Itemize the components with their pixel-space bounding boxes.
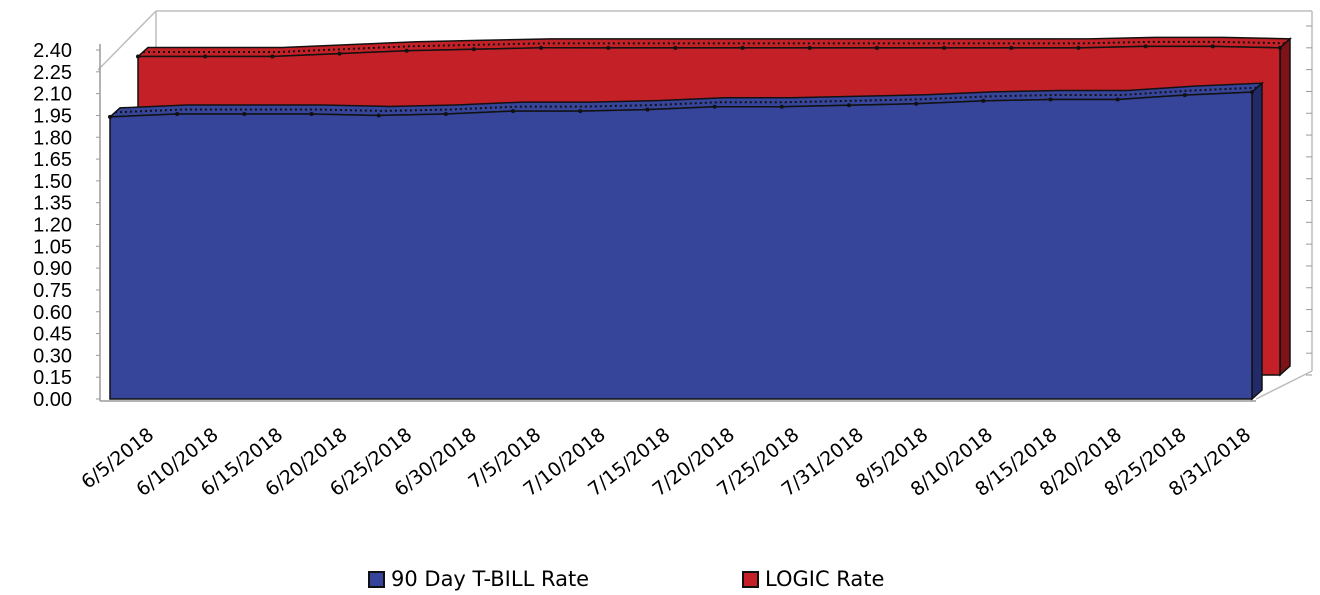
legend-item-logic: LOGIC Rate [742, 566, 884, 592]
y-tick-label: 1.80 [33, 127, 72, 149]
floor-right-edge [1255, 370, 1313, 400]
data-point-tbill [779, 104, 784, 109]
data-point-logic [1076, 45, 1081, 50]
y-tick-label: 0.30 [33, 345, 72, 367]
data-point-tbill [443, 111, 448, 116]
y-tick-label: 0.60 [33, 302, 72, 324]
legend-swatch-tbill [368, 570, 385, 588]
y-tick-label: 0.15 [33, 367, 72, 389]
data-point-tbill [175, 111, 180, 116]
data-point-tbill [1182, 93, 1187, 98]
data-point-logic [740, 45, 745, 50]
data-point-logic [270, 54, 275, 59]
y-tick-label: 1.50 [33, 171, 72, 193]
y-tick-label: 0.45 [33, 324, 72, 346]
data-point-tbill [376, 113, 381, 118]
y-tick-label: 2.10 [33, 84, 72, 106]
y-tick-label: 1.35 [33, 193, 72, 215]
legend-swatch-logic [742, 570, 759, 588]
data-point-logic [404, 48, 409, 53]
side-wall-top-edge [97, 10, 157, 71]
data-point-tbill [981, 98, 986, 103]
data-point-logic [1143, 44, 1148, 49]
y-tick-label: 2.40 [33, 40, 72, 62]
data-point-logic [136, 54, 140, 59]
y-tick-label: 0.90 [33, 258, 72, 280]
data-point-logic [1210, 44, 1215, 49]
data-point-tbill [242, 111, 247, 116]
data-point-logic [1278, 45, 1282, 50]
y-tick-label: 1.95 [33, 105, 72, 127]
data-point-tbill [645, 107, 650, 112]
data-point-logic [1009, 45, 1014, 50]
data-point-logic [807, 45, 812, 50]
data-point-logic [673, 45, 678, 50]
data-point-tbill [578, 109, 583, 114]
y-tick-label: 0.75 [33, 280, 72, 302]
series-area-tbill [109, 91, 1253, 400]
y-tick-label: 0.00 [33, 389, 72, 411]
legend-item-tbill: 90 Day T-BILL Rate [368, 566, 589, 592]
legend-label-tbill: 90 Day T-BILL Rate [391, 567, 590, 591]
data-point-logic [471, 47, 476, 52]
data-point-tbill [511, 109, 516, 114]
data-point-tbill [712, 104, 717, 109]
series-top-hatch-logic [143, 40, 1286, 54]
data-point-tbill [1048, 97, 1053, 102]
y-tick-label: 1.65 [33, 149, 72, 171]
data-point-logic [874, 45, 879, 50]
legend-label-logic: LOGIC Rate [765, 567, 885, 591]
data-point-tbill [914, 101, 919, 106]
data-point-tbill [1115, 97, 1120, 102]
data-point-tbill [846, 103, 851, 108]
data-point-tbill [309, 111, 314, 116]
data-point-logic [942, 45, 947, 50]
data-point-logic [539, 45, 544, 50]
data-point-logic [203, 54, 208, 59]
series-side-face-tbill [1251, 81, 1263, 401]
data-point-tbill [108, 114, 112, 119]
data-point-logic [606, 45, 611, 50]
data-point-logic [337, 51, 342, 56]
series-top-hatch-tbill [114, 86, 1258, 114]
data-point-tbill [1250, 90, 1254, 95]
y-tick-label: 1.05 [33, 236, 72, 258]
series-side-face-logic [1279, 37, 1291, 377]
y-tick-label: 1.20 [33, 215, 72, 237]
y-tick-label: 2.25 [33, 62, 72, 84]
